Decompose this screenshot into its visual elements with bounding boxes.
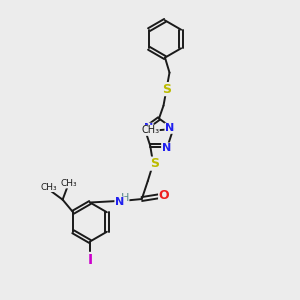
Text: I: I [87,253,93,266]
Text: CH₃: CH₃ [141,125,159,135]
Text: N: N [115,197,124,207]
Text: N: N [165,123,174,133]
Text: H: H [121,193,129,202]
Text: CH₃: CH₃ [41,182,57,192]
Text: N: N [162,143,171,153]
Text: S: S [150,157,159,170]
Text: S: S [162,82,171,96]
Text: N: N [144,123,153,133]
Text: CH₃: CH₃ [61,179,77,188]
Text: O: O [159,189,169,202]
